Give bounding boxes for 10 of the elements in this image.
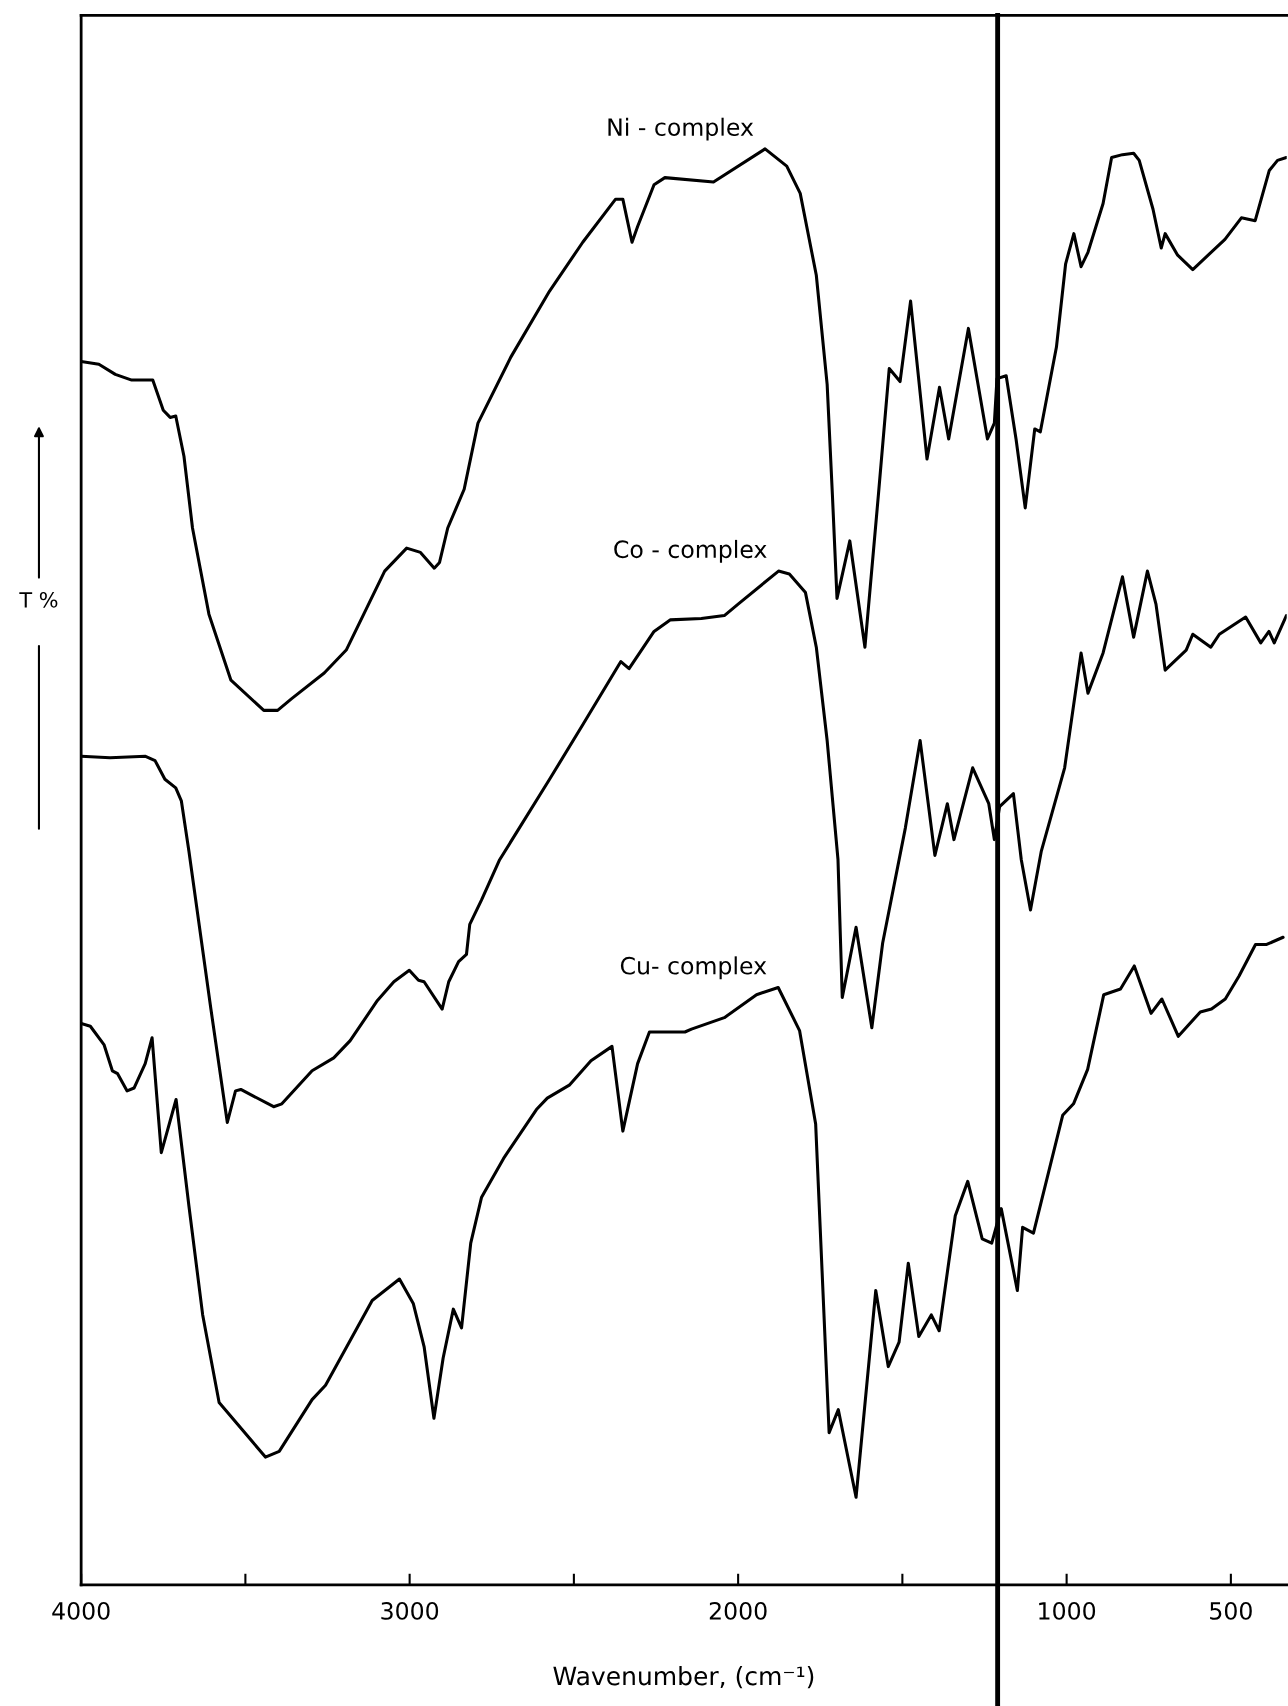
x-axis-title: Wavenumber, (cm⁻¹)	[553, 1666, 814, 1689]
series-label: Ni - complex	[608, 117, 754, 141]
series-label: Cu- complex	[620, 956, 767, 980]
series-label: Co - complex	[614, 539, 767, 563]
x-tick-label: 4000	[52, 1601, 110, 1620]
x-tick-label: 500	[1210, 1601, 1252, 1620]
x-tick-label: 3000	[381, 1601, 439, 1620]
y-axis-title: T %	[19, 591, 58, 608]
x-tick-label: 2000	[709, 1601, 767, 1620]
x-tick-label: 1000	[1039, 1601, 1096, 1620]
